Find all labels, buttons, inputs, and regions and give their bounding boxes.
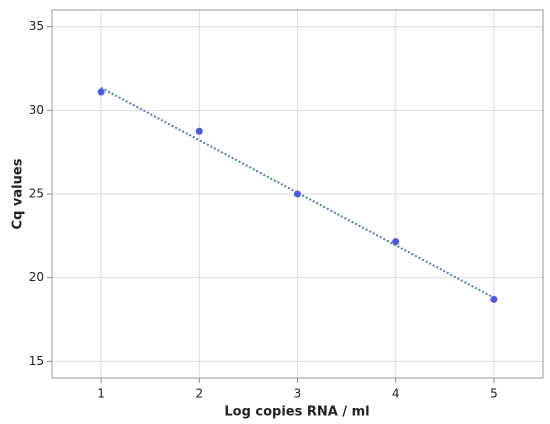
y-tick-label: 20	[29, 270, 44, 284]
x-tick-label: 5	[490, 387, 498, 401]
point	[490, 295, 498, 303]
y-tick-label: 30	[29, 103, 44, 117]
y-tick-label: 35	[29, 19, 44, 33]
y-tick-label: 25	[29, 187, 44, 201]
point	[195, 127, 203, 135]
x-tick-label: 2	[195, 387, 203, 401]
point	[294, 190, 301, 198]
x-tick-label: 3	[294, 387, 302, 401]
y-axis-label: Cq values	[11, 158, 26, 229]
point	[392, 238, 400, 246]
x-axis-label: Log copies RNA / ml	[224, 405, 369, 420]
point	[97, 88, 105, 96]
y-tick-label: 15	[29, 354, 44, 368]
x-tick-label: 1	[97, 387, 105, 401]
x-tick-label: 4	[392, 387, 400, 401]
plot-frame	[51, 9, 544, 379]
